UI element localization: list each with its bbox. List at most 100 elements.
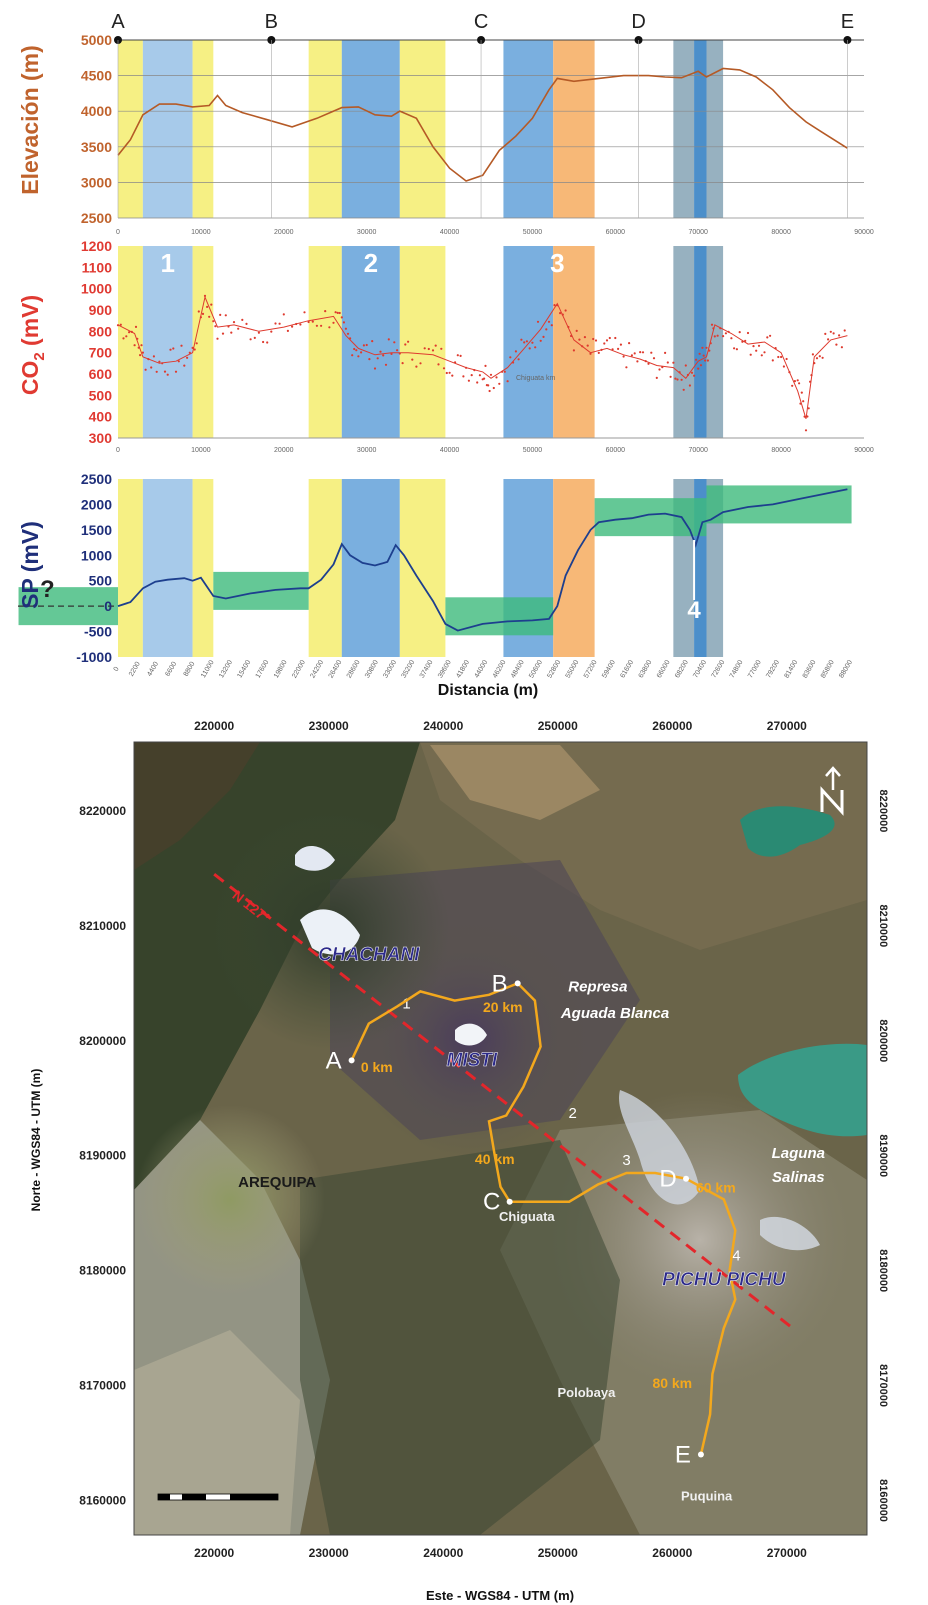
map-xtick-top-0: 220000 xyxy=(194,719,234,733)
co2-xtick-4: 40000 xyxy=(440,447,460,454)
co2-point-43-4 xyxy=(810,374,813,377)
fault-crossing-3: 3 xyxy=(622,1152,630,1169)
co2-point-8-2 xyxy=(241,318,244,321)
co2-point-6-2 xyxy=(208,315,211,318)
route-point-label-d: D xyxy=(631,11,645,33)
co2-point-36-1 xyxy=(706,359,710,362)
co2-point-3-4 xyxy=(169,348,172,351)
co2-point-25-2 xyxy=(545,328,548,331)
co2-point-42-1 xyxy=(798,382,801,385)
co2-point-44-1 xyxy=(815,357,819,360)
sp-zone-numbers: 4 xyxy=(687,540,701,624)
co2-point-18-5 xyxy=(445,371,448,375)
co2-annotation: Chiguata km xyxy=(516,375,555,382)
co2-point-44-0 xyxy=(813,362,816,365)
sp-band-4 xyxy=(341,479,400,657)
sp-xtick-16: 35200 xyxy=(401,659,417,679)
co2-point-16-5 xyxy=(404,343,407,346)
sp-zone-number-4: 4 xyxy=(687,597,701,624)
co2-point-6-3 xyxy=(210,303,213,306)
map-labels: CHACHANI MISTI AREQUIPA Represa Aguada Blanc… xyxy=(238,944,825,1503)
sp-xtick-13: 28600 xyxy=(346,659,362,679)
elevation-y-ticks: 2500 3000 3500 4000 4500 5000 xyxy=(81,32,112,226)
co2-point-7-3 xyxy=(224,314,227,317)
co2-point-15-5 xyxy=(387,338,390,341)
co2-point-26-3 xyxy=(564,309,567,312)
elev-ytick-4: 4500 xyxy=(81,68,112,84)
co2-point-27-3 xyxy=(581,345,584,348)
sp-ytick-7: 2500 xyxy=(81,471,112,487)
co2-point-35-1 xyxy=(698,352,701,355)
co2-point-13-1 xyxy=(346,332,350,335)
sp-band-3 xyxy=(308,479,342,657)
route-marker-e xyxy=(697,1451,704,1458)
map-ytick-left-4: 8200000 xyxy=(79,1034,126,1048)
co2-point-43-1 xyxy=(806,415,809,418)
co2-point-19-0 xyxy=(448,371,451,374)
co2-point-38-3 xyxy=(738,331,741,334)
sp-xtick-5: 11000 xyxy=(200,659,216,679)
co2-point-16-3 xyxy=(398,352,401,355)
co2-point-9-3 xyxy=(270,330,273,333)
sp-green-segments xyxy=(18,485,852,636)
co2-point-34-4 xyxy=(693,374,696,377)
sp-question-mark: ? xyxy=(40,576,55,603)
co2-point-39-0 xyxy=(746,331,750,335)
co2-point-10-5 xyxy=(303,311,306,314)
sp-xtick-34: 74800 xyxy=(729,659,745,679)
co2-point-23-1 xyxy=(509,356,512,359)
map-ytick-left-2: 8180000 xyxy=(79,1264,126,1278)
co2-point-3-1 xyxy=(161,362,164,365)
co2-point-29-0 xyxy=(605,339,609,342)
co2-point-22-5 xyxy=(503,370,506,373)
chachani-snow-north xyxy=(295,845,335,871)
co2-point-26-4 xyxy=(567,325,570,329)
co2-point-17-1 xyxy=(411,358,414,361)
co2-point-40-0 xyxy=(763,351,766,354)
co2-point-14-4 xyxy=(368,358,371,361)
co2-point-1-5 xyxy=(140,344,143,347)
co2-point-8-1 xyxy=(237,327,240,330)
co2-point-9-5 xyxy=(278,322,281,325)
co2-point-9-1 xyxy=(262,340,265,344)
co2-point-18-4 xyxy=(442,367,446,370)
co2-point-7-0 xyxy=(216,337,219,340)
route-marker-b xyxy=(514,980,521,987)
elev-xtick-1: 10000 xyxy=(191,229,211,236)
co2-xtick-1: 10000 xyxy=(191,447,211,454)
co2-zone-numbers: 1 2 3 xyxy=(160,248,564,278)
map-ytick-right-0: 8160000 xyxy=(877,1479,889,1522)
co2-point-33-2 xyxy=(676,378,679,381)
co2-point-38-4 xyxy=(741,340,744,343)
co2-point-45-3 xyxy=(838,334,841,337)
co2-point-9-2 xyxy=(266,341,269,344)
co2-point-30-3 xyxy=(630,354,634,357)
distance-x-axis-label: Distancia (m) xyxy=(438,682,538,699)
co2-point-2-1 xyxy=(144,368,147,371)
elevation-y-axis-label: Elevación (m) xyxy=(17,45,43,195)
route-point-label-b: B xyxy=(265,11,278,33)
map-place-label-6: Laguna xyxy=(772,1145,825,1162)
co2-point-15-1 xyxy=(376,357,379,360)
co2-point-15-4 xyxy=(384,363,388,366)
co2-point-32-1 xyxy=(658,368,661,371)
co2-point-1-2 xyxy=(136,337,139,340)
co2-xtick-8: 80000 xyxy=(771,447,791,454)
co2-point-12-3 xyxy=(338,311,341,315)
co2-point-5-1 xyxy=(193,348,196,351)
map-place-label-5: Chiguata xyxy=(499,1209,555,1224)
map-place-label-4: Aguada Blanca xyxy=(560,1005,669,1022)
co2-point-7-4 xyxy=(227,325,230,328)
co2-point-0-0 xyxy=(116,324,120,327)
co2-point-5-3 xyxy=(197,310,200,313)
co2-xtick-3: 30000 xyxy=(357,447,377,454)
co2-point-35-0 xyxy=(697,367,700,370)
co2-point-22-1 xyxy=(492,386,495,390)
map-y-axis-label: Norte - WGS84 - UTM (m) xyxy=(29,1069,43,1212)
co2-ytick-9: 1200 xyxy=(81,238,112,254)
route-marker-c xyxy=(506,1198,513,1205)
map-ytick-right-6: 8220000 xyxy=(877,790,889,833)
sp-xtick-23: 50600 xyxy=(528,659,544,679)
